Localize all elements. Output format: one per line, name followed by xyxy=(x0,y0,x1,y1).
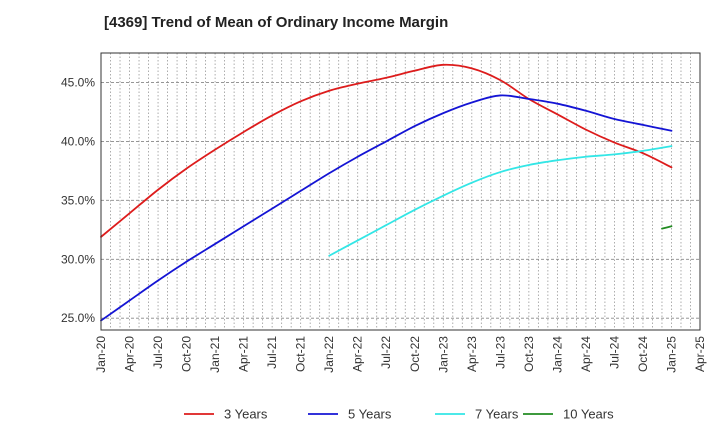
y-axis-tick-labels: 25.0% 30.0% 35.0% 40.0% 45.0% xyxy=(61,75,95,325)
legend: 3 Years 5 Years 7 Years 10 Years xyxy=(184,407,614,422)
x-tick-label: Apr-25 xyxy=(693,336,707,372)
legend-label: 5 Years xyxy=(348,407,392,422)
x-tick-label: Jan-24 xyxy=(550,336,564,373)
chart-title: [4369] Trend of Mean of Ordinary Income … xyxy=(104,14,449,31)
x-tick-label: Apr-24 xyxy=(579,336,593,372)
series-line-10-years xyxy=(661,225,673,230)
legend-label: 10 Years xyxy=(563,407,614,422)
x-tick-label: Oct-21 xyxy=(294,336,308,372)
x-tick-label: Jul-24 xyxy=(607,336,621,369)
legend-item: 3 Years xyxy=(184,407,268,422)
x-tick-label: Jan-22 xyxy=(322,336,336,373)
y-tick-label: 30.0% xyxy=(61,252,95,266)
series-line-7-years xyxy=(328,145,673,257)
y-tick-label: 40.0% xyxy=(61,134,95,148)
legend-label: 7 Years xyxy=(475,407,519,422)
x-tick-label: Apr-22 xyxy=(351,336,365,372)
x-tick-label: Jan-25 xyxy=(664,336,678,373)
series-line-5-years xyxy=(100,94,673,322)
x-tick-label: Jul-20 xyxy=(151,336,165,369)
x-tick-label: Apr-23 xyxy=(465,336,479,372)
x-axis-tick-labels: Jan-20 Apr-20 Jul-20 Oct-20 Jan-21 Apr-21 Jul-… xyxy=(94,336,707,373)
series-line-3-years xyxy=(100,63,673,238)
y-tick-label: 45.0% xyxy=(61,75,95,89)
plot-frame xyxy=(100,52,701,331)
x-tick-label: Jul-23 xyxy=(493,336,507,369)
x-tick-label: Apr-20 xyxy=(123,336,137,372)
x-tick-label: Jul-21 xyxy=(265,336,279,369)
x-tick-label: Jan-20 xyxy=(94,336,108,373)
x-tick-label: Oct-23 xyxy=(522,336,536,372)
x-tick-label: Jul-22 xyxy=(379,336,393,369)
x-tick-label: Oct-22 xyxy=(408,336,422,372)
legend-item: 7 Years xyxy=(435,407,519,422)
legend-item: 5 Years xyxy=(308,407,392,422)
x-tick-label: Jan-21 xyxy=(208,336,222,373)
series-layer xyxy=(100,63,673,322)
y-tick-label: 35.0% xyxy=(61,193,95,207)
x-tick-label: Jan-23 xyxy=(436,336,450,373)
grid-layer xyxy=(100,53,701,330)
x-tick-label: Apr-21 xyxy=(237,336,251,372)
legend-item: 10 Years xyxy=(523,407,614,422)
x-tick-label: Oct-20 xyxy=(180,336,194,372)
x-tick-label: Oct-24 xyxy=(636,336,650,372)
legend-label: 3 Years xyxy=(224,407,268,422)
y-tick-label: 25.0% xyxy=(61,311,95,325)
